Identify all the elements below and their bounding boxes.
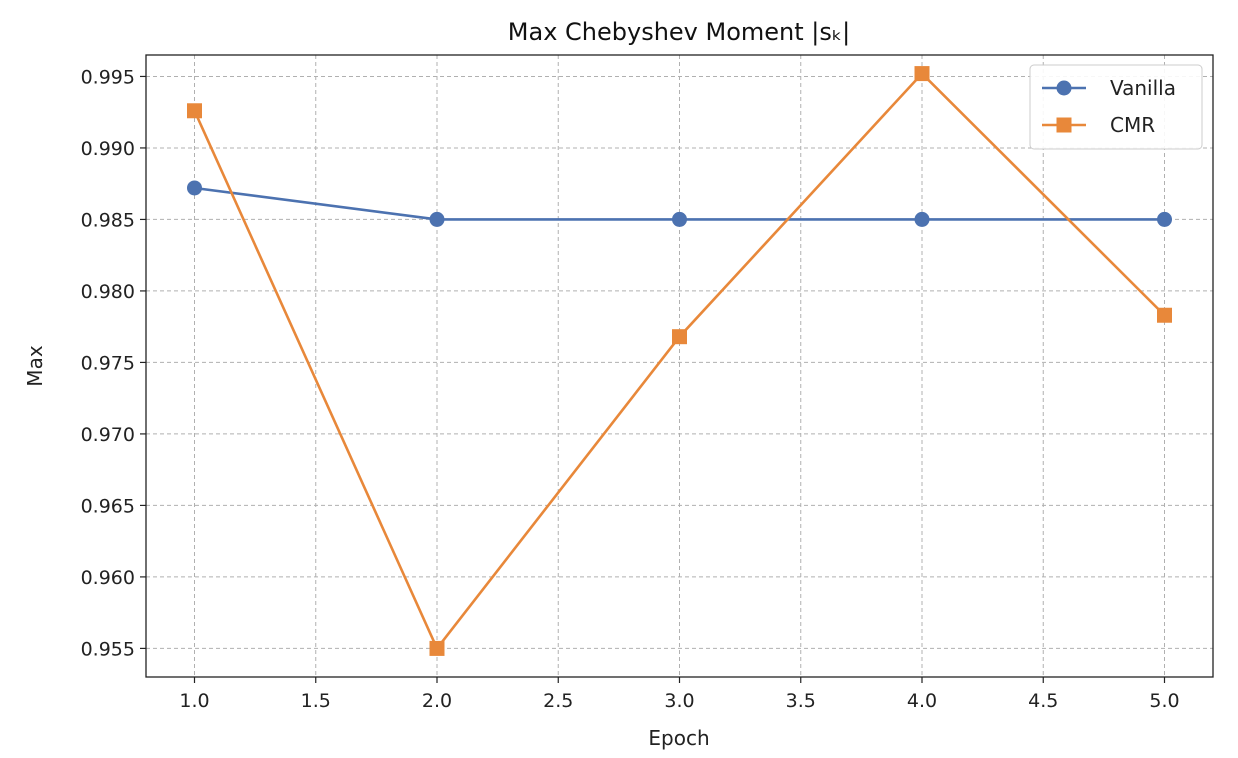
legend-marker-vanilla: [1056, 80, 1072, 96]
x-tick-label: 2.0: [422, 690, 452, 712]
chart-title: Max Chebyshev Moment |sₖ|: [508, 18, 850, 46]
legend-box: [1029, 64, 1203, 150]
plot-frame: [145, 54, 1214, 678]
series-vanilla: [187, 180, 1172, 227]
legend-item-cmr: CMR: [1042, 113, 1155, 137]
series-cmr: [187, 66, 1172, 656]
x-tick-label: 5.0: [1149, 690, 1179, 712]
y-tick-label: 0.995: [81, 66, 135, 88]
data-point-vanilla: [429, 211, 445, 227]
y-axis-title: Max: [23, 345, 47, 387]
x-axis-title: Epoch: [648, 726, 709, 750]
y-tick-label: 0.980: [81, 281, 135, 303]
y-tick-label: 0.985: [81, 209, 135, 231]
data-point-vanilla: [187, 180, 202, 196]
data-point-vanilla: [672, 211, 687, 227]
x-tick-label: 1.5: [301, 690, 331, 712]
y-tick-label: 0.975: [81, 352, 135, 374]
y-tick-label: 0.965: [81, 495, 135, 517]
x-tick-label: 4.5: [1028, 690, 1058, 712]
x-tick-label: 3.0: [664, 690, 694, 712]
data-point-cmr: [672, 329, 687, 345]
legend-item-vanilla: Vanilla: [1042, 76, 1176, 100]
legend-label-vanilla: Vanilla: [1110, 76, 1176, 100]
data-point-cmr: [187, 103, 202, 119]
y-tick-label: 0.955: [81, 638, 135, 660]
data-point-cmr: [429, 640, 445, 656]
y-tick-label: 0.960: [81, 567, 135, 589]
legend-marker-cmr: [1056, 117, 1072, 133]
y-tick-label: 0.990: [81, 138, 135, 160]
data-point-vanilla: [1157, 211, 1172, 227]
data-point-vanilla: [914, 211, 930, 227]
y-tick-label: 0.970: [81, 424, 135, 446]
x-tick-label: 1.0: [179, 690, 209, 712]
legend: Vanilla CMR: [1029, 64, 1203, 150]
y-axis-ticks: 0.955 0.960 0.965 0.970 0.975 0.980 0.985 0.990…: [81, 66, 146, 660]
x-axis-ticks: 1.0 1.5 2.0 2.5 3.0 3.5 4.0 4.5 5.0: [179, 677, 1180, 712]
data-point-cmr: [914, 66, 930, 82]
data-point-cmr: [1157, 307, 1172, 323]
x-tick-label: 4.0: [907, 690, 937, 712]
plot-series: [187, 66, 1172, 656]
legend-label-cmr: CMR: [1110, 113, 1155, 137]
x-tick-label: 2.5: [543, 690, 573, 712]
x-tick-label: 3.5: [786, 690, 816, 712]
